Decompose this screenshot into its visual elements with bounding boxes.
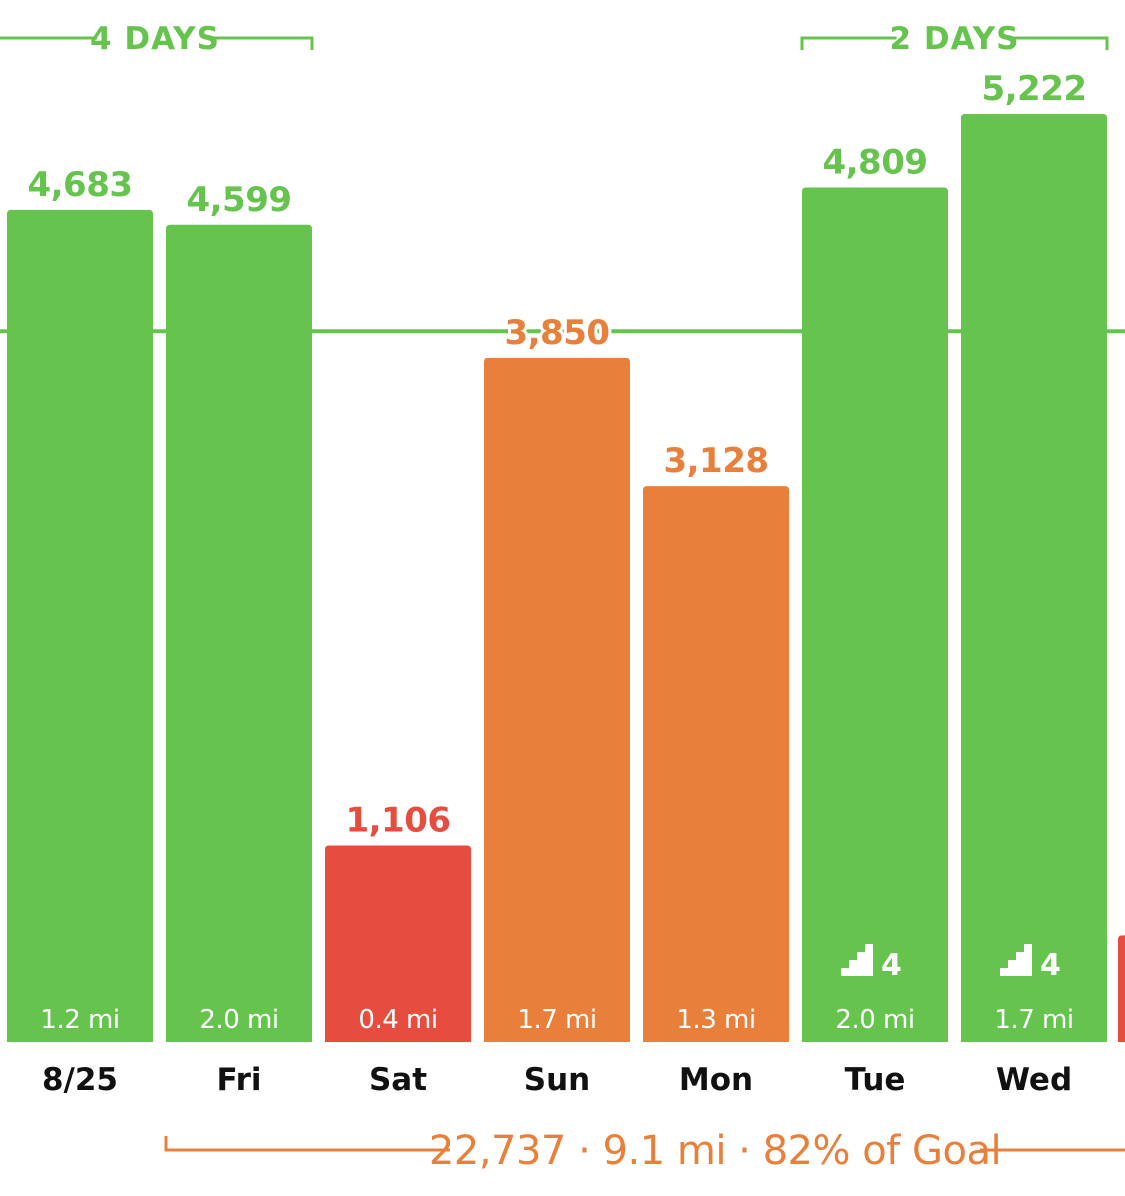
floors-count: 4 — [1040, 948, 1061, 983]
bar-value-label: 3,850 — [504, 313, 609, 353]
bar-distance-label: 1.3 mi — [676, 1005, 755, 1035]
bar-value-label: 4,599 — [186, 180, 291, 220]
bar-distance-label: 2.0 mi — [835, 1005, 914, 1035]
streak-bracket — [0, 36, 314, 50]
streak-bracket — [800, 36, 1109, 50]
x-tick-label: Fri — [216, 1062, 261, 1098]
x-tick-label: Tue — [845, 1062, 906, 1098]
summary-bracket — [164, 1136, 1125, 1152]
bar[interactable] — [802, 187, 948, 1043]
x-tick-label: 8/25 — [42, 1062, 118, 1098]
bar[interactable] — [7, 209, 153, 1042]
x-tick-label: Sat — [369, 1062, 427, 1098]
streak-label: 4 DAYS — [90, 21, 220, 57]
bar-value-label: 4,683 — [27, 165, 132, 205]
bar-distance-label: 2.0 mi — [199, 1005, 278, 1035]
bar[interactable] — [166, 224, 312, 1043]
stairs-icon — [1000, 944, 1032, 976]
bar-partial — [1118, 935, 1125, 1042]
bar-value-label: 5,222 — [981, 69, 1086, 109]
bar[interactable] — [484, 357, 630, 1043]
stairs-icon — [841, 944, 873, 976]
bar[interactable] — [325, 845, 471, 1042]
bar-distance-label: 1.7 mi — [994, 1005, 1073, 1035]
x-tick-label: Mon — [679, 1062, 753, 1098]
x-tick-label: Wed — [996, 1062, 1072, 1098]
bar-distance-label: 0.4 mi — [358, 1005, 437, 1035]
streak-label: 2 DAYS — [890, 21, 1020, 57]
bar-distance-label: 1.7 mi — [517, 1005, 596, 1035]
bar-value-label: 4,809 — [822, 142, 927, 182]
bar-value-label: 3,128 — [663, 441, 768, 481]
x-tick-label: Sun — [524, 1062, 590, 1098]
weekly-summary: 22,737 · 9.1 mi · 82% of Goal — [429, 1128, 1001, 1174]
bar[interactable] — [643, 486, 789, 1042]
bar-value-label: 1,106 — [345, 800, 450, 840]
floors-count: 4 — [881, 948, 902, 983]
bar-distance-label: 1.2 mi — [40, 1005, 119, 1035]
bar[interactable] — [961, 114, 1107, 1042]
